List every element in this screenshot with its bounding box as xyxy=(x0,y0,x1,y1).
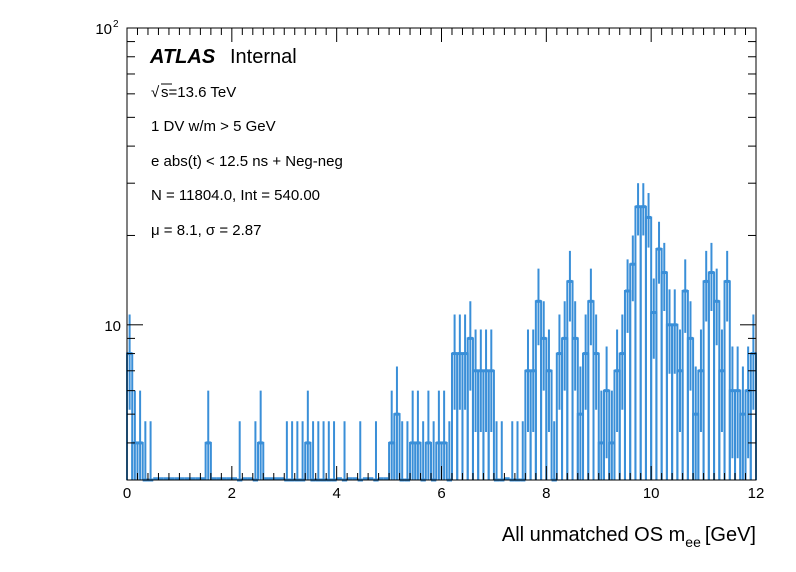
histogram-bin xyxy=(315,421,321,482)
histogram-bin xyxy=(424,390,433,480)
x-tick-label: 10 xyxy=(643,485,660,502)
histogram-bin xyxy=(749,314,757,480)
histogram-bin xyxy=(393,366,401,480)
y-tick-label-exponent: 2 xyxy=(113,19,119,30)
histogram-bin xyxy=(487,329,495,480)
histogram-bin xyxy=(136,390,144,480)
fit-label: μ = 8.1, σ = 2.87 xyxy=(151,222,261,239)
sqrt-symbol: √ xyxy=(151,84,160,101)
histogram-bin xyxy=(284,421,290,482)
x-tick-label: 0 xyxy=(123,485,131,502)
x-axis-title-unit: [GeV] xyxy=(705,524,756,546)
histogram-bin xyxy=(509,421,515,482)
histogram-bin xyxy=(499,421,505,482)
axis-ticks xyxy=(126,27,757,481)
histogram-bin xyxy=(571,301,579,480)
histogram-bin xyxy=(237,421,243,482)
histogram-bin xyxy=(289,421,295,482)
histogram-bin xyxy=(373,421,379,482)
histogram-bin xyxy=(147,421,154,482)
x-tick-label: 8 xyxy=(542,485,550,502)
histogram-bin xyxy=(686,301,695,480)
plot-frame xyxy=(126,27,757,481)
histogram-bin xyxy=(341,421,348,482)
histogram-bin xyxy=(257,390,265,480)
histogram-bin xyxy=(331,421,337,482)
histogram-series xyxy=(126,183,757,482)
selection-label: 1 DV w/m > 5 GeV xyxy=(151,118,276,135)
histogram-bin xyxy=(592,314,600,480)
x-axis-title: All unmatched OS mee [GeV] xyxy=(502,524,756,550)
y-tick-label: 10 xyxy=(104,318,121,335)
stats-label: N = 11804.0, Int = 540.00 xyxy=(151,187,320,204)
atlas-label: ATLAS xyxy=(149,46,216,68)
x-tick-labels: 0 2 4 6 8 10 12 xyxy=(123,485,765,502)
histogram-bin xyxy=(304,390,312,480)
histogram-bin xyxy=(294,421,300,482)
y-tick-label: 10 xyxy=(95,21,112,38)
x-tick-label: 2 xyxy=(228,485,236,502)
timing-label: e abs(t) < 12.5 ns + Neg-neg xyxy=(151,153,343,170)
histogram-bin xyxy=(414,390,422,480)
x-tick-label: 6 xyxy=(437,485,445,502)
histogram-bin xyxy=(545,329,553,480)
x-axis-title-main: All unmatched OS m xyxy=(502,524,685,546)
internal-label: Internal xyxy=(230,46,297,68)
histogram-bin xyxy=(320,421,327,482)
histogram-bin xyxy=(723,250,731,480)
histogram-bin xyxy=(326,421,332,482)
histogram-bin xyxy=(602,346,611,480)
x-axis-title-sub: ee xyxy=(685,534,701,550)
histogram-bin xyxy=(440,390,448,480)
histogram-bin xyxy=(357,421,363,482)
energy-label: s=13.6 TeV xyxy=(161,84,236,101)
histogram-bin xyxy=(514,421,521,482)
x-tick-label: 4 xyxy=(332,485,340,502)
histogram-bin xyxy=(204,390,212,480)
x-tick-label: 12 xyxy=(748,485,765,502)
